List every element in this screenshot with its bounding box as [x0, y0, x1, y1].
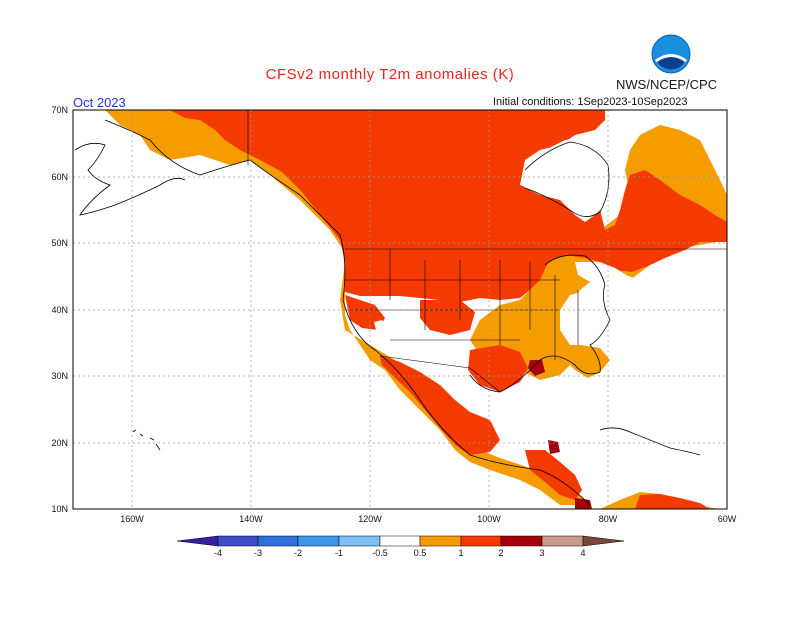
colorbar-tick-label: -1 — [335, 548, 343, 558]
warm-anomaly-centralamerica — [525, 450, 582, 500]
latitude-axis: 70N 60N 50N 40N 30N 20N 10N — [51, 105, 68, 514]
initial-conditions-label: Initial conditions: 1Sep2023-10Sep2023 — [493, 96, 688, 108]
colorbar-arrow-high — [582, 535, 625, 547]
lat-label: 40N — [51, 305, 68, 315]
colorbar-tick-label: -0.5 — [372, 548, 388, 558]
colorbar-segment — [338, 535, 381, 547]
lon-label: 60W — [718, 514, 737, 524]
lat-label: 30N — [51, 371, 68, 381]
colorbar-tick-label: -4 — [214, 548, 222, 558]
colorbar — [176, 535, 625, 547]
colorbar-tick-label: -2 — [294, 548, 302, 558]
colorbar-tick-label: 3 — [539, 548, 544, 558]
weak-warm-anomaly-florida — [560, 345, 610, 378]
longitude-axis: 160W 140W 120W 100W 80W 60W — [120, 514, 737, 524]
colorbar-tick-label: 2 — [498, 548, 503, 558]
lat-label: 50N — [51, 238, 68, 248]
lat-label: 60N — [51, 172, 68, 182]
colorbar-segment — [297, 535, 340, 547]
colorbar-tick-label: 1 — [458, 548, 463, 558]
organization-label: NWS/NCEP/CPC — [616, 77, 718, 92]
colorbar-segment — [217, 535, 259, 547]
warm-anomaly-central — [420, 300, 475, 335]
weak-warm-anomaly-region — [105, 110, 590, 505]
lon-label: 140W — [239, 514, 263, 524]
warm-anomaly-southamerica — [635, 494, 710, 509]
lon-label: 160W — [120, 514, 144, 524]
strong-warm-anomaly-patch — [528, 360, 545, 376]
colorbar-segment — [419, 535, 462, 547]
colorbar-labels: -4 -3 -2 -1 -0.5 0.5 1 2 3 4 — [214, 548, 586, 558]
noaa-logo-icon — [651, 34, 691, 74]
warm-anomaly-region — [170, 110, 727, 302]
graticule — [73, 110, 727, 509]
warm-anomaly-southwest — [345, 295, 385, 330]
colorbar-arrow-low — [176, 535, 219, 547]
lat-label: 20N — [51, 438, 68, 448]
colorbar-tick-label: 0.5 — [414, 548, 427, 558]
warm-anomaly-texas — [468, 345, 528, 392]
greenland-region — [605, 110, 727, 150]
lon-label: 120W — [358, 514, 382, 524]
map-frame — [72, 109, 728, 510]
colorbar-segment — [460, 535, 502, 547]
hudson-bay-region — [525, 138, 612, 222]
lat-label: 10N — [51, 504, 68, 514]
colorbar-segment — [541, 535, 584, 547]
colorbar-segment — [379, 535, 421, 547]
coastlines — [74, 119, 701, 506]
lon-label: 100W — [477, 514, 501, 524]
strong-warm-anomaly-patch — [575, 498, 592, 509]
map-title: CFSv2 monthly T2m anomalies (K) — [265, 66, 515, 83]
colorbar-tick-label: -3 — [254, 548, 262, 558]
warm-anomaly-mexico — [380, 355, 500, 455]
lat-label: 70N — [51, 105, 68, 115]
lon-label: 80W — [599, 514, 618, 524]
colorbar-tick-label: 4 — [580, 548, 585, 558]
political-boundaries — [247, 110, 727, 393]
strong-warm-anomaly-patch — [548, 440, 560, 454]
colorbar-segment — [500, 535, 543, 547]
colorbar-segment — [257, 535, 299, 547]
target-month-label: Oct 2023 — [73, 95, 126, 110]
baja-gap — [374, 320, 388, 345]
